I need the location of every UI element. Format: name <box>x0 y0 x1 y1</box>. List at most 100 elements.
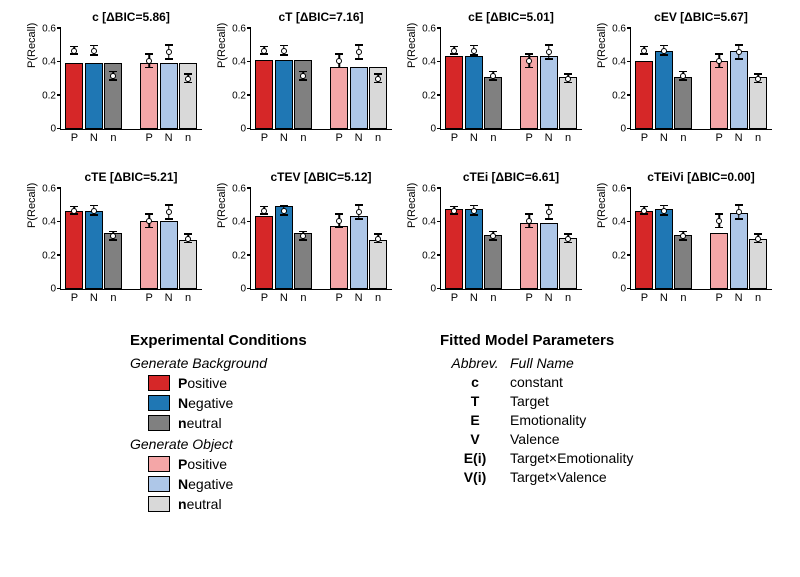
error-cap <box>450 206 458 208</box>
panel-7: cTEiVi [ΔBIC=0.00]P(Recall)00.20.40.6PNn… <box>600 170 772 315</box>
param-fullname: Target×Valence <box>510 468 760 487</box>
ytick-label: 0.6 <box>411 23 436 34</box>
error-cap <box>660 205 668 207</box>
ytick-label: 0.2 <box>601 250 626 261</box>
data-marker <box>166 49 172 55</box>
x-tick-label: N <box>280 132 288 144</box>
bar <box>294 233 312 289</box>
plot-area: 00.20.40.6PNnPNn <box>440 188 582 290</box>
panel-5: cTEV [ΔBIC=5.12]P(Recall)00.20.40.6PNnPN… <box>220 170 392 315</box>
ytick-mark <box>57 187 61 189</box>
x-tick-label: N <box>355 292 363 304</box>
plot-area: 00.20.40.6PNnPNn <box>60 28 202 130</box>
data-marker <box>755 76 761 82</box>
error-cap <box>165 218 173 220</box>
error-cap <box>679 231 687 233</box>
bar <box>350 67 368 129</box>
ytick-mark <box>57 61 61 63</box>
panel-title: cTEi [ΔBIC=6.61] <box>440 170 582 184</box>
ytick-mark <box>247 221 251 223</box>
data-marker <box>546 49 552 55</box>
param-fullname: Valence <box>510 430 760 449</box>
ytick-mark <box>437 61 441 63</box>
ytick-label: 0 <box>221 124 246 135</box>
error-cap <box>165 44 173 46</box>
data-marker <box>736 49 742 55</box>
legend-item: Negative <box>148 475 410 493</box>
error-cap <box>564 242 572 244</box>
ytick-mark <box>247 187 251 189</box>
ytick-label: 0.2 <box>411 90 436 101</box>
ytick-mark <box>247 61 251 63</box>
error-cap <box>735 44 743 46</box>
data-marker <box>261 48 267 54</box>
x-tick-label: n <box>185 292 191 304</box>
bar <box>85 63 103 129</box>
legend-item: neutral <box>148 414 410 432</box>
bar <box>655 51 673 129</box>
x-tick-label: P <box>641 132 648 144</box>
ytick-label: 0.6 <box>221 183 246 194</box>
param-abbrev: V <box>440 430 510 449</box>
param-abbrev: E <box>440 411 510 430</box>
bar <box>330 67 348 129</box>
data-marker <box>680 233 686 239</box>
error-cap <box>374 242 382 244</box>
ytick-mark <box>437 27 441 29</box>
legend-item: Positive <box>148 455 410 473</box>
ytick-label: 0.2 <box>31 250 56 261</box>
ytick-label: 0.4 <box>221 57 246 68</box>
error-cap <box>184 233 192 235</box>
x-tick-label: N <box>660 292 668 304</box>
error-cap <box>335 67 343 69</box>
ytick-mark <box>437 221 441 223</box>
error-cap <box>184 242 192 244</box>
plot-area: 00.20.40.6PNnPNn <box>630 28 772 130</box>
data-marker <box>490 73 496 79</box>
legend-swatch <box>148 476 170 492</box>
ytick-label: 0 <box>221 284 246 295</box>
data-marker <box>166 209 172 215</box>
x-tick-label: n <box>300 132 306 144</box>
ytick-label: 0.2 <box>601 90 626 101</box>
ytick-label: 0 <box>601 124 626 135</box>
param-fullname: Emotionality <box>510 411 760 430</box>
x-tick-label: P <box>525 292 532 304</box>
data-marker <box>451 208 457 214</box>
error-cap <box>545 204 553 206</box>
data-marker <box>526 58 532 64</box>
bar <box>484 77 502 129</box>
data-marker <box>565 236 571 242</box>
bar <box>559 238 577 289</box>
data-marker <box>641 48 647 54</box>
error-cap <box>335 53 343 55</box>
bar <box>710 233 728 289</box>
error-cap <box>374 73 382 75</box>
figure: c [ΔBIC=5.86]P(Recall)00.20.40.6PNnPNncT… <box>0 0 800 577</box>
legend-title-conditions: Experimental Conditions <box>130 332 410 349</box>
ytick-label: 0.6 <box>221 23 246 34</box>
error-cap <box>564 233 572 235</box>
legend-item: neutral <box>148 495 410 513</box>
ytick-mark <box>627 94 631 96</box>
plot-area: 00.20.40.6PNnPNn <box>630 188 772 290</box>
ytick-label: 0.4 <box>221 217 246 228</box>
ytick-mark <box>437 128 441 130</box>
error-cap <box>640 46 648 48</box>
bar <box>730 213 748 289</box>
legend-title-parameters: Fitted Model Parameters <box>440 332 760 349</box>
bar <box>484 235 502 289</box>
param-row: cconstant <box>440 373 760 392</box>
data-marker <box>375 76 381 82</box>
bar <box>160 63 178 129</box>
error-cap <box>754 233 762 235</box>
data-marker <box>661 208 667 214</box>
data-marker <box>71 48 77 54</box>
error-cap <box>470 214 478 216</box>
legend-label: Negative <box>178 394 233 412</box>
error-cap <box>374 233 382 235</box>
data-marker <box>716 58 722 64</box>
ytick-mark <box>57 288 61 290</box>
x-tick-label: n <box>755 132 761 144</box>
error-cap <box>109 231 117 233</box>
